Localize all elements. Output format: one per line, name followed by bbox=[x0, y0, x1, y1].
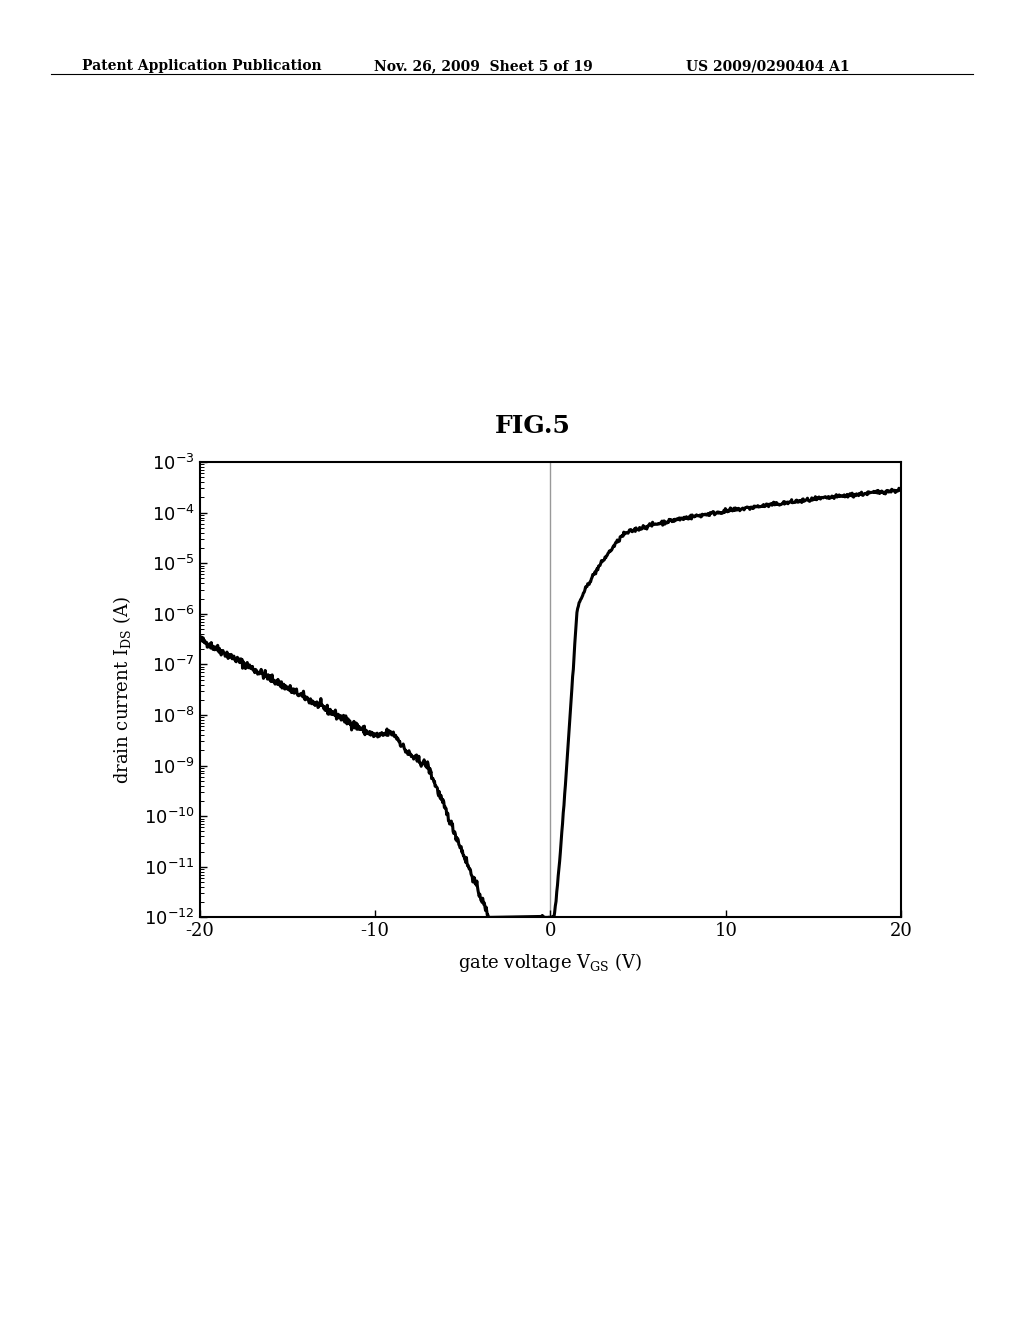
Text: FIG.5: FIG.5 bbox=[495, 414, 570, 438]
Text: US 2009/0290404 A1: US 2009/0290404 A1 bbox=[686, 59, 850, 74]
Text: Patent Application Publication: Patent Application Publication bbox=[82, 59, 322, 74]
X-axis label: gate voltage $\mathregular{V_{GS}}$ (V): gate voltage $\mathregular{V_{GS}}$ (V) bbox=[459, 952, 642, 974]
Y-axis label: drain current $\mathregular{I_{DS}}$ (A): drain current $\mathregular{I_{DS}}$ (A) bbox=[111, 595, 133, 784]
Text: Nov. 26, 2009  Sheet 5 of 19: Nov. 26, 2009 Sheet 5 of 19 bbox=[374, 59, 593, 74]
